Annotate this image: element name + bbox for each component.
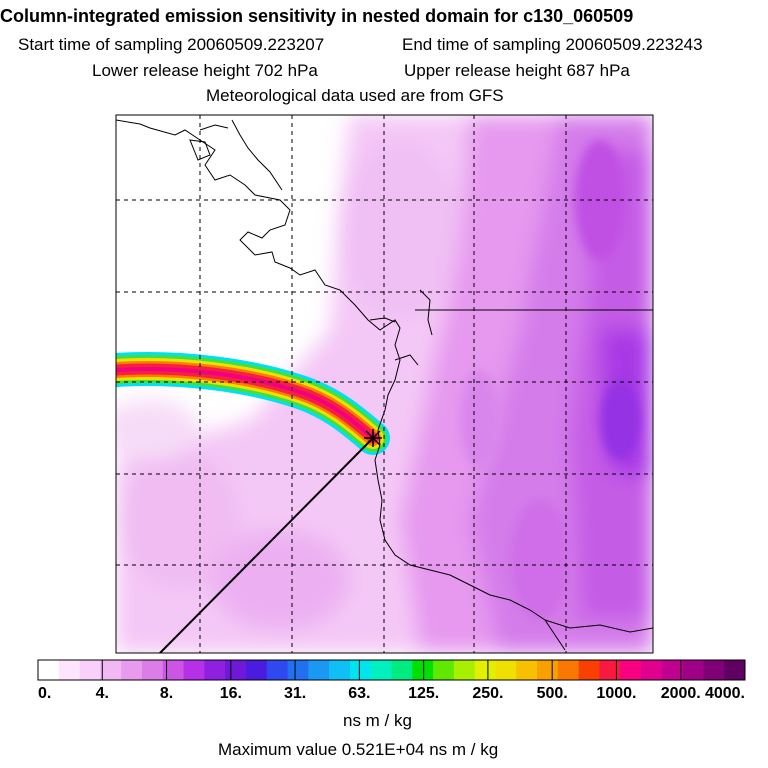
colorbar-swatch <box>38 660 60 680</box>
colorbar-swatch <box>474 660 496 680</box>
colorbar-swatch <box>703 660 725 680</box>
colorbar-swatch <box>329 660 351 680</box>
start-time-label: Start time of sampling 20060509.223207 <box>18 35 325 54</box>
map-frame <box>115 114 654 654</box>
upper-release-label: Upper release height 687 hPa <box>404 61 630 80</box>
colorbar-tick-label: 16. <box>220 685 242 702</box>
colorbar-swatch <box>453 660 476 680</box>
colorbar-swatch <box>599 660 621 680</box>
plume <box>116 352 390 455</box>
colorbar-swatch <box>204 660 226 680</box>
colorbar-tick-label: 1000. <box>596 685 636 702</box>
colorbar-swatch <box>578 660 600 680</box>
colorbar-swatch <box>100 660 122 680</box>
colorbar-tick-label: 4. <box>96 685 109 702</box>
chart-title: Column-integrated emission sensitivity i… <box>0 6 634 26</box>
colorbar-tick-label: 250. <box>472 685 503 702</box>
sensitivity-map <box>116 115 653 653</box>
colorbar-swatch <box>516 660 538 680</box>
colorbar-swatch <box>724 660 746 680</box>
colorbar-swatch <box>245 660 268 680</box>
colorbar-tick-label: 8. <box>160 685 173 702</box>
colorbar-swatch <box>287 660 309 680</box>
colorbar-swatch <box>58 660 81 680</box>
colorbar-swatch <box>183 660 205 680</box>
colorbar-swatch <box>308 660 330 680</box>
colorbar-swatch <box>620 660 642 680</box>
colorbar-swatch <box>495 660 517 680</box>
colorbar-swatch <box>141 660 164 680</box>
colorbar-tick-label: 500. <box>537 685 568 702</box>
colorbar-tick-label: 63. <box>348 685 370 702</box>
release-point-marker <box>364 429 382 447</box>
colorbar-swatch <box>349 660 372 680</box>
colorbar-tick-label: 2000. <box>661 685 701 702</box>
colorbar-swatch <box>79 660 101 680</box>
colorbar-tick-label: 0. <box>38 685 51 702</box>
colorbar <box>37 659 746 681</box>
met-data-label: Meteorological data used are from GFS <box>206 86 504 105</box>
colorbar-swatch <box>121 660 143 680</box>
colorbar-tick-label: 4000. <box>705 685 745 702</box>
coastline <box>116 119 653 651</box>
grid-lines <box>116 115 653 653</box>
lower-release-label: Lower release height 702 hPa <box>92 61 318 80</box>
colorbar-swatch <box>557 660 580 680</box>
end-time-label: End time of sampling 20060509.223243 <box>402 35 703 54</box>
flight-track <box>159 437 374 653</box>
colorbar-swatch <box>162 660 185 680</box>
colorbar-swatch <box>370 660 392 680</box>
maximum-value-label: Maximum value 0.521E+04 ns m / kg <box>218 740 499 759</box>
colorbar-swatch <box>537 660 559 680</box>
colorbar-tick-label: 125. <box>408 685 439 702</box>
colorbar-swatch <box>641 660 663 680</box>
colorbar-swatch <box>225 660 247 680</box>
colorbar-unit: ns m / kg <box>343 711 412 730</box>
colorbar-tick-label: 31. <box>284 685 306 702</box>
colorbar-swatch <box>266 660 289 680</box>
colorbar-swatch <box>661 660 684 680</box>
colorbar-ticks: 0. 4. 8. 16. 31. 63. 125. 250. 500. 1000. 2000. 400… <box>37 660 746 702</box>
colorbar-swatch <box>433 660 455 680</box>
colorbar-swatch <box>391 660 413 680</box>
colorbar-swatch <box>412 660 434 680</box>
colorbar-swatch <box>682 660 704 680</box>
